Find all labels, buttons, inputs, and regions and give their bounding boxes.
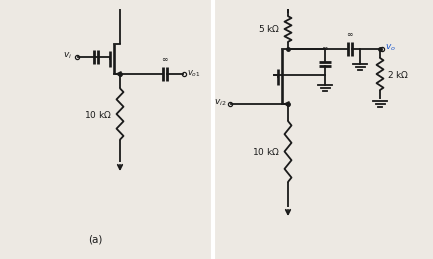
Text: $\infty$: $\infty$ [321,44,329,53]
Text: 5 k$\Omega$: 5 k$\Omega$ [258,24,280,34]
Text: 2 k$\Omega$: 2 k$\Omega$ [387,68,409,80]
Text: $v_{i2}$: $v_{i2}$ [213,98,226,108]
Text: $\infty$: $\infty$ [161,55,169,64]
Text: $v_o$: $v_o$ [385,43,396,53]
Text: $\infty$: $\infty$ [346,30,354,39]
Text: $v_i$: $v_i$ [63,51,72,61]
Text: 10 k$\Omega$: 10 k$\Omega$ [252,146,280,157]
Text: $v_{o1}$: $v_{o1}$ [187,69,200,79]
Text: (a): (a) [88,235,102,245]
Text: 10 k$\Omega$: 10 k$\Omega$ [84,109,112,119]
